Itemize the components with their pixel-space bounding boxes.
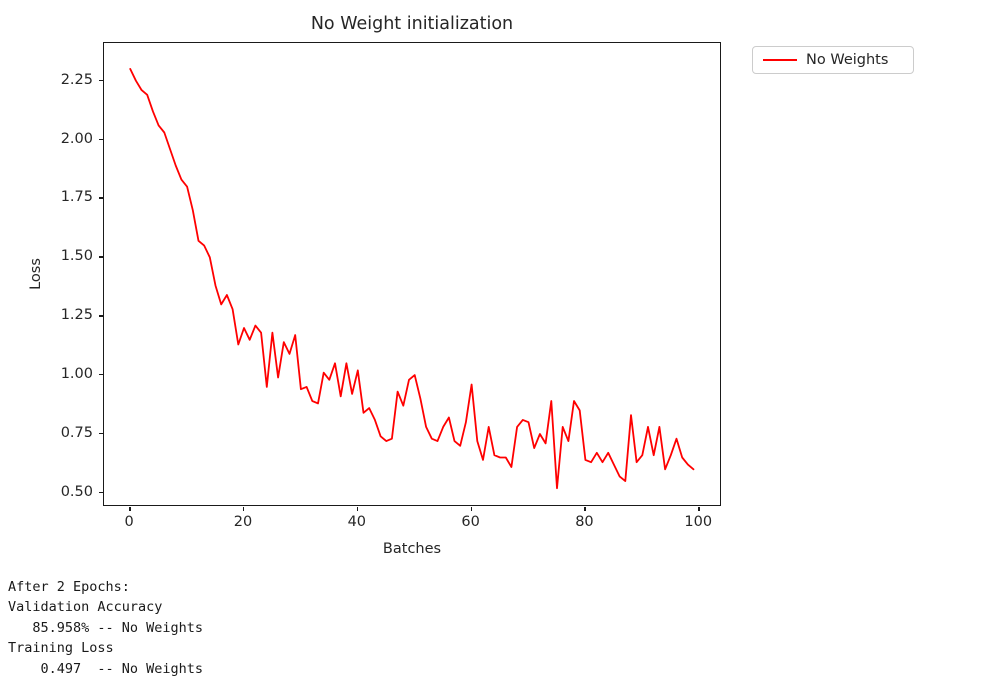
x-tick-label: 20 [233, 514, 253, 530]
y-tick-label: 1.75 [60, 189, 93, 206]
y-axis-label: Loss [28, 258, 44, 290]
x-axis-label: Batches [382, 541, 442, 557]
y-tick-mark [99, 315, 103, 317]
x-tick-mark [129, 507, 131, 511]
console-line: 85.958% -- No Weights [8, 619, 204, 636]
y-tick-label: 2.00 [60, 130, 93, 147]
console-line: 0.497 -- No Weights [8, 660, 204, 677]
x-tick-label: 100 [684, 514, 713, 530]
x-tick-mark [584, 507, 586, 511]
y-tick-label: 0.75 [60, 424, 93, 441]
chart-title: No Weight initialization [310, 14, 514, 34]
loss-line-chart [129, 67, 695, 490]
legend-label: No Weights [806, 52, 889, 68]
x-tick-mark [698, 507, 700, 511]
x-tick-label: 60 [461, 514, 480, 530]
console-line: After 2 Epochs: [8, 579, 130, 595]
y-tick-mark [99, 491, 103, 494]
legend: No Weights [752, 46, 914, 74]
y-tick-mark [99, 79, 103, 82]
console-line: Training Loss [8, 640, 114, 657]
plot-area [103, 42, 721, 506]
y-tick-mark [99, 256, 103, 258]
y-tick-label: 1.00 [60, 366, 93, 383]
y-tick-label: 0.50 [60, 483, 93, 500]
y-tick-mark [99, 432, 103, 435]
y-tick-label: 1.50 [60, 248, 93, 265]
console-line: Validation Accuracy [8, 599, 163, 616]
y-tick-mark [99, 374, 103, 376]
y-tick-label: 1.25 [60, 307, 93, 324]
x-tick-mark [470, 507, 472, 511]
x-tick-label: 40 [347, 514, 367, 530]
x-tick-mark [356, 507, 359, 511]
y-tick-mark [99, 197, 103, 199]
legend-line-sample [763, 59, 797, 61]
series-line [129, 67, 695, 490]
x-tick-label: 0 [124, 514, 134, 530]
y-tick-mark [99, 138, 103, 140]
x-tick-label: 80 [575, 514, 594, 530]
x-tick-mark [242, 507, 245, 511]
y-tick-label: 2.25 [60, 71, 93, 88]
console-output: After 2 Epochs: Validation Accuracy 85.95… [8, 577, 203, 679]
